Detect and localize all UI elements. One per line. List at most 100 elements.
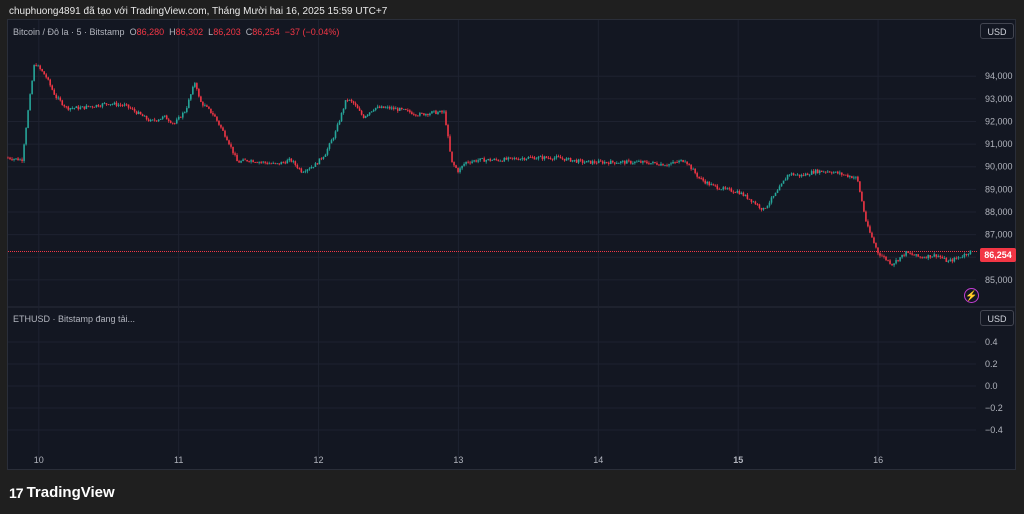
candle-body: [535, 158, 538, 160]
currency-button-lower[interactable]: USD: [980, 310, 1014, 326]
candle-body: [841, 172, 843, 175]
candle-body: [81, 106, 84, 108]
candle-body: [190, 94, 192, 100]
candle-body: [748, 198, 751, 200]
candle-body: [155, 120, 158, 122]
candle-body: [59, 97, 62, 101]
candle-body: [232, 146, 234, 154]
candle-body: [772, 195, 775, 198]
candle-body: [262, 161, 264, 163]
candle-body: [485, 160, 487, 162]
candle-body: [636, 161, 638, 163]
x-tick-label: 15: [733, 455, 743, 465]
open-label: O: [129, 27, 137, 37]
candle-body: [967, 254, 970, 255]
candle-body: [575, 159, 578, 163]
candle-body: [294, 161, 297, 166]
candle-body: [969, 250, 972, 255]
candle-body: [61, 100, 64, 106]
y-tick-label: 87,000: [985, 230, 1013, 240]
candle-body: [394, 108, 397, 110]
candle-body: [754, 201, 757, 205]
candle-body: [728, 188, 731, 190]
candle-body: [451, 151, 453, 163]
candle-body: [441, 110, 443, 113]
candle-body: [320, 158, 323, 160]
candle-body: [210, 108, 212, 113]
candle-body: [208, 106, 210, 109]
lightning-icon[interactable]: ⚡: [964, 288, 979, 303]
candle-body: [561, 158, 564, 160]
tradingview-logo[interactable]: 17 TradingView: [9, 484, 115, 501]
candle-body: [332, 137, 335, 141]
candle-body: [698, 176, 700, 179]
candle-body: [836, 171, 839, 174]
candle-body: [792, 173, 795, 176]
candle-body: [111, 104, 114, 105]
currency-button-upper[interactable]: USD: [980, 23, 1014, 39]
candle-body: [344, 100, 347, 109]
candle-body: [593, 161, 596, 163]
candle-body: [93, 106, 96, 108]
candle-body: [941, 257, 944, 259]
candle-body: [654, 162, 656, 164]
candle-body: [826, 171, 829, 173]
close-value: 86,254: [252, 27, 280, 37]
symbol-label[interactable]: Bitcoin / Đô la · 5 · Bitstamp: [13, 27, 125, 37]
candle-body: [622, 161, 624, 162]
candle-body: [348, 99, 351, 101]
candle-body: [296, 165, 299, 168]
candle-body: [372, 110, 375, 112]
candle-body: [885, 256, 887, 260]
candle-body: [435, 110, 437, 114]
candle-body: [354, 103, 357, 106]
candle-body: [557, 156, 560, 157]
candle-body: [909, 252, 911, 254]
candle-body: [77, 106, 80, 110]
candle-body: [425, 113, 427, 116]
candle-body: [537, 156, 540, 159]
candle-body: [17, 158, 19, 161]
candle-body: [752, 201, 755, 203]
candle-body: [314, 163, 317, 167]
candle-body: [204, 105, 206, 107]
candle-body: [73, 108, 76, 109]
candle-body: [662, 163, 664, 166]
candle-body: [356, 105, 359, 109]
candle-body: [648, 163, 650, 165]
candle-body: [778, 186, 781, 191]
candle-body: [865, 211, 867, 222]
candle-body: [678, 160, 680, 163]
candle-body: [384, 107, 387, 109]
candle-body: [820, 170, 823, 172]
candle-body: [71, 108, 74, 109]
logo-mark: 17: [9, 484, 24, 501]
candle-body: [818, 170, 821, 174]
candle-body: [513, 158, 516, 159]
candle-body: [258, 161, 260, 163]
candle-body: [278, 163, 281, 165]
candle-body: [495, 158, 498, 160]
candle-body: [867, 221, 869, 227]
candle-body: [45, 74, 47, 78]
candle-body: [481, 158, 483, 160]
candle-body: [21, 159, 23, 161]
candle-body: [911, 253, 913, 255]
candle-body: [585, 160, 588, 163]
candle-body: [917, 254, 919, 257]
candle-body: [893, 263, 895, 266]
candle-body: [527, 157, 530, 159]
candle-body: [401, 107, 403, 110]
candle-body: [541, 156, 544, 160]
candle-body: [79, 107, 82, 110]
candle-body: [159, 118, 162, 120]
candle-body: [666, 165, 668, 167]
candle-body: [921, 257, 923, 259]
candle-body: [242, 159, 244, 161]
candle-body: [310, 166, 313, 169]
candle-body: [851, 176, 853, 179]
candle-body: [808, 174, 811, 176]
candle-body: [559, 156, 562, 159]
candle-body: [145, 115, 148, 120]
